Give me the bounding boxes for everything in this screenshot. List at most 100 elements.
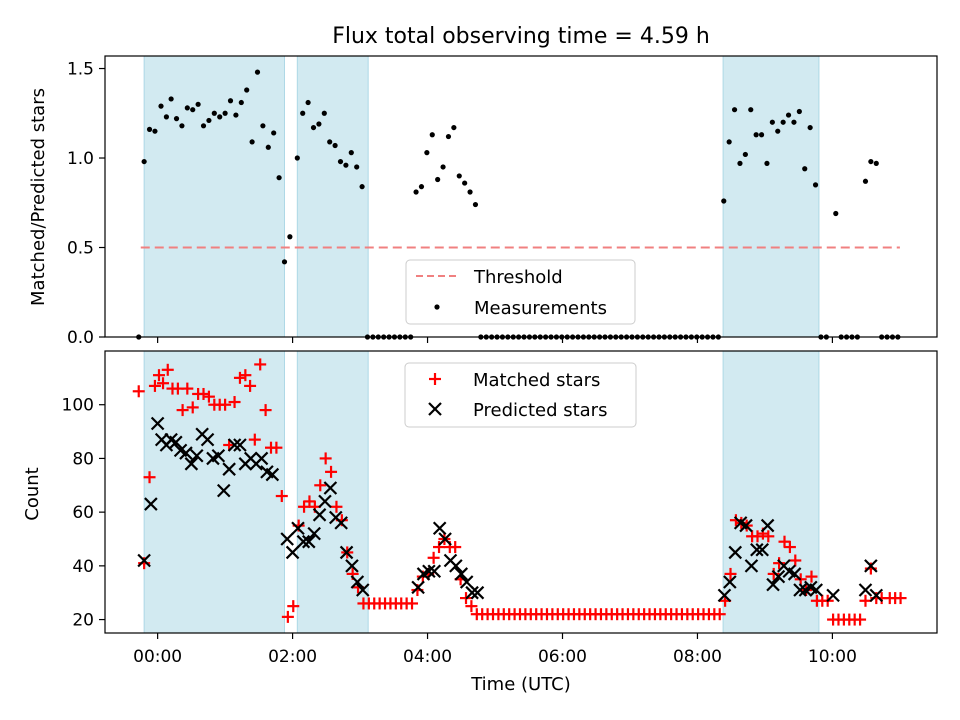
predicted-star-point (144, 497, 158, 511)
matched-legend-label: Matched stars (473, 370, 600, 391)
measurement-point (731, 107, 738, 113)
measurement-point (807, 124, 813, 131)
measurement-point (179, 123, 185, 129)
count-legend-box (404, 362, 637, 428)
predicted-star-point (307, 526, 321, 541)
matched-star-point (433, 541, 446, 554)
matched-star-point (152, 369, 165, 382)
measurement-point (211, 110, 217, 116)
predicted-star-point (750, 542, 764, 557)
count-y-axis-label: Count (22, 467, 43, 520)
count-panel: 00:00 02:00 04:00 06:00 08:00 10:00 20 40 60 80 1… (22, 350, 938, 695)
predicted-star-point (233, 438, 247, 452)
predicted-star-point (422, 564, 436, 579)
measurement-point (445, 133, 452, 140)
measurement-point (184, 105, 190, 111)
predicted-star-point (222, 462, 236, 476)
matched-star-point (143, 471, 156, 484)
measurements-legend-swatch (434, 304, 440, 310)
matched-star-point (148, 379, 161, 392)
matched-star-point (248, 433, 261, 446)
predicted-star-point (169, 435, 183, 450)
measurement-point (195, 101, 201, 107)
predicted-star-point (355, 583, 370, 597)
predicted-star-point (189, 448, 204, 463)
matched-star-point (244, 379, 257, 392)
measurement-point (327, 139, 333, 145)
measurement-point (316, 121, 322, 127)
matched-star-point (724, 567, 737, 580)
ratio-legend-box (405, 259, 636, 325)
measurement-point (440, 164, 446, 170)
predicted-legend-swatch (428, 402, 442, 416)
predicted-star-point (858, 583, 873, 597)
matched-star-point (197, 387, 210, 400)
matched-star-point (281, 610, 294, 623)
predicted-star-point (427, 564, 442, 579)
measurement-point (233, 112, 239, 118)
matched-star-point (449, 541, 462, 554)
predicted-star-point (459, 575, 474, 589)
measurement-point (141, 158, 147, 165)
matched-star-point (319, 452, 332, 465)
ratio-x-ticks (157, 337, 834, 343)
count-x-ticks: 00:00 02:00 04:00 06:00 08:00 10:00 (133, 633, 857, 667)
measurement-point (796, 108, 802, 115)
predicted-star-point (864, 559, 878, 573)
x-axis-label: Time (UTC) (470, 674, 571, 695)
predicted-star-point (211, 448, 226, 463)
measurement-point (775, 128, 781, 134)
matched-star-point (406, 597, 419, 610)
x-tick-label: 00:00 (133, 647, 182, 667)
predicted-star-point (449, 559, 463, 573)
predicted-star-point (826, 588, 840, 603)
measurement-point (833, 210, 839, 217)
measurement-point (200, 123, 207, 129)
measurement-point (287, 234, 293, 240)
matched-star-point (239, 369, 252, 382)
measurement-point (862, 178, 869, 184)
predicted-star-point (285, 545, 300, 560)
ratio-legend: Threshold Measurements (405, 259, 636, 325)
measurement-point (276, 175, 282, 181)
predicted-star-point (291, 521, 305, 536)
predicted-star-point (793, 583, 807, 597)
y-tick-label: 0.5 (67, 239, 94, 259)
measurement-point (294, 155, 300, 161)
measurement-point (764, 160, 770, 166)
matched-star-point (854, 613, 867, 626)
measurement-point (726, 139, 732, 145)
ratio-y-axis-label: Matched/Predicted stars (28, 88, 49, 306)
predicted-star-point (227, 438, 242, 452)
measurement-point (758, 132, 765, 138)
predicted-star-point (739, 518, 753, 533)
matched-star-point (259, 404, 272, 417)
predicted-star-point (438, 532, 452, 546)
predicted-star-point (470, 585, 485, 600)
predicted-star-point (787, 567, 802, 581)
predicted-star-point (184, 457, 199, 471)
predicted-star-point (766, 577, 780, 592)
measurement-point (753, 132, 759, 138)
predicted-star-point (411, 580, 425, 595)
predicted-star-point (760, 518, 775, 533)
measurement-point (244, 87, 250, 93)
measurement-point (222, 110, 228, 116)
matched-star-point (789, 554, 802, 567)
matched-star-point (330, 500, 343, 513)
observing-interval-shade (296, 55, 369, 338)
measurement-point (305, 99, 311, 106)
matched-star-point (202, 390, 215, 403)
matched-star-point (805, 570, 818, 583)
measurement-point (321, 110, 327, 116)
predicted-star-point (432, 521, 447, 536)
chart-title: Flux total observing time = 4.59 h (332, 24, 710, 49)
observing-interval-shade (296, 350, 369, 634)
predicted-star-point (323, 481, 338, 495)
predicted-star-point (312, 508, 327, 522)
threshold-legend-label: Threshold (473, 267, 563, 288)
matched-star-point (465, 600, 478, 613)
predicted-star-point (717, 588, 732, 603)
measurement-point (435, 176, 441, 183)
